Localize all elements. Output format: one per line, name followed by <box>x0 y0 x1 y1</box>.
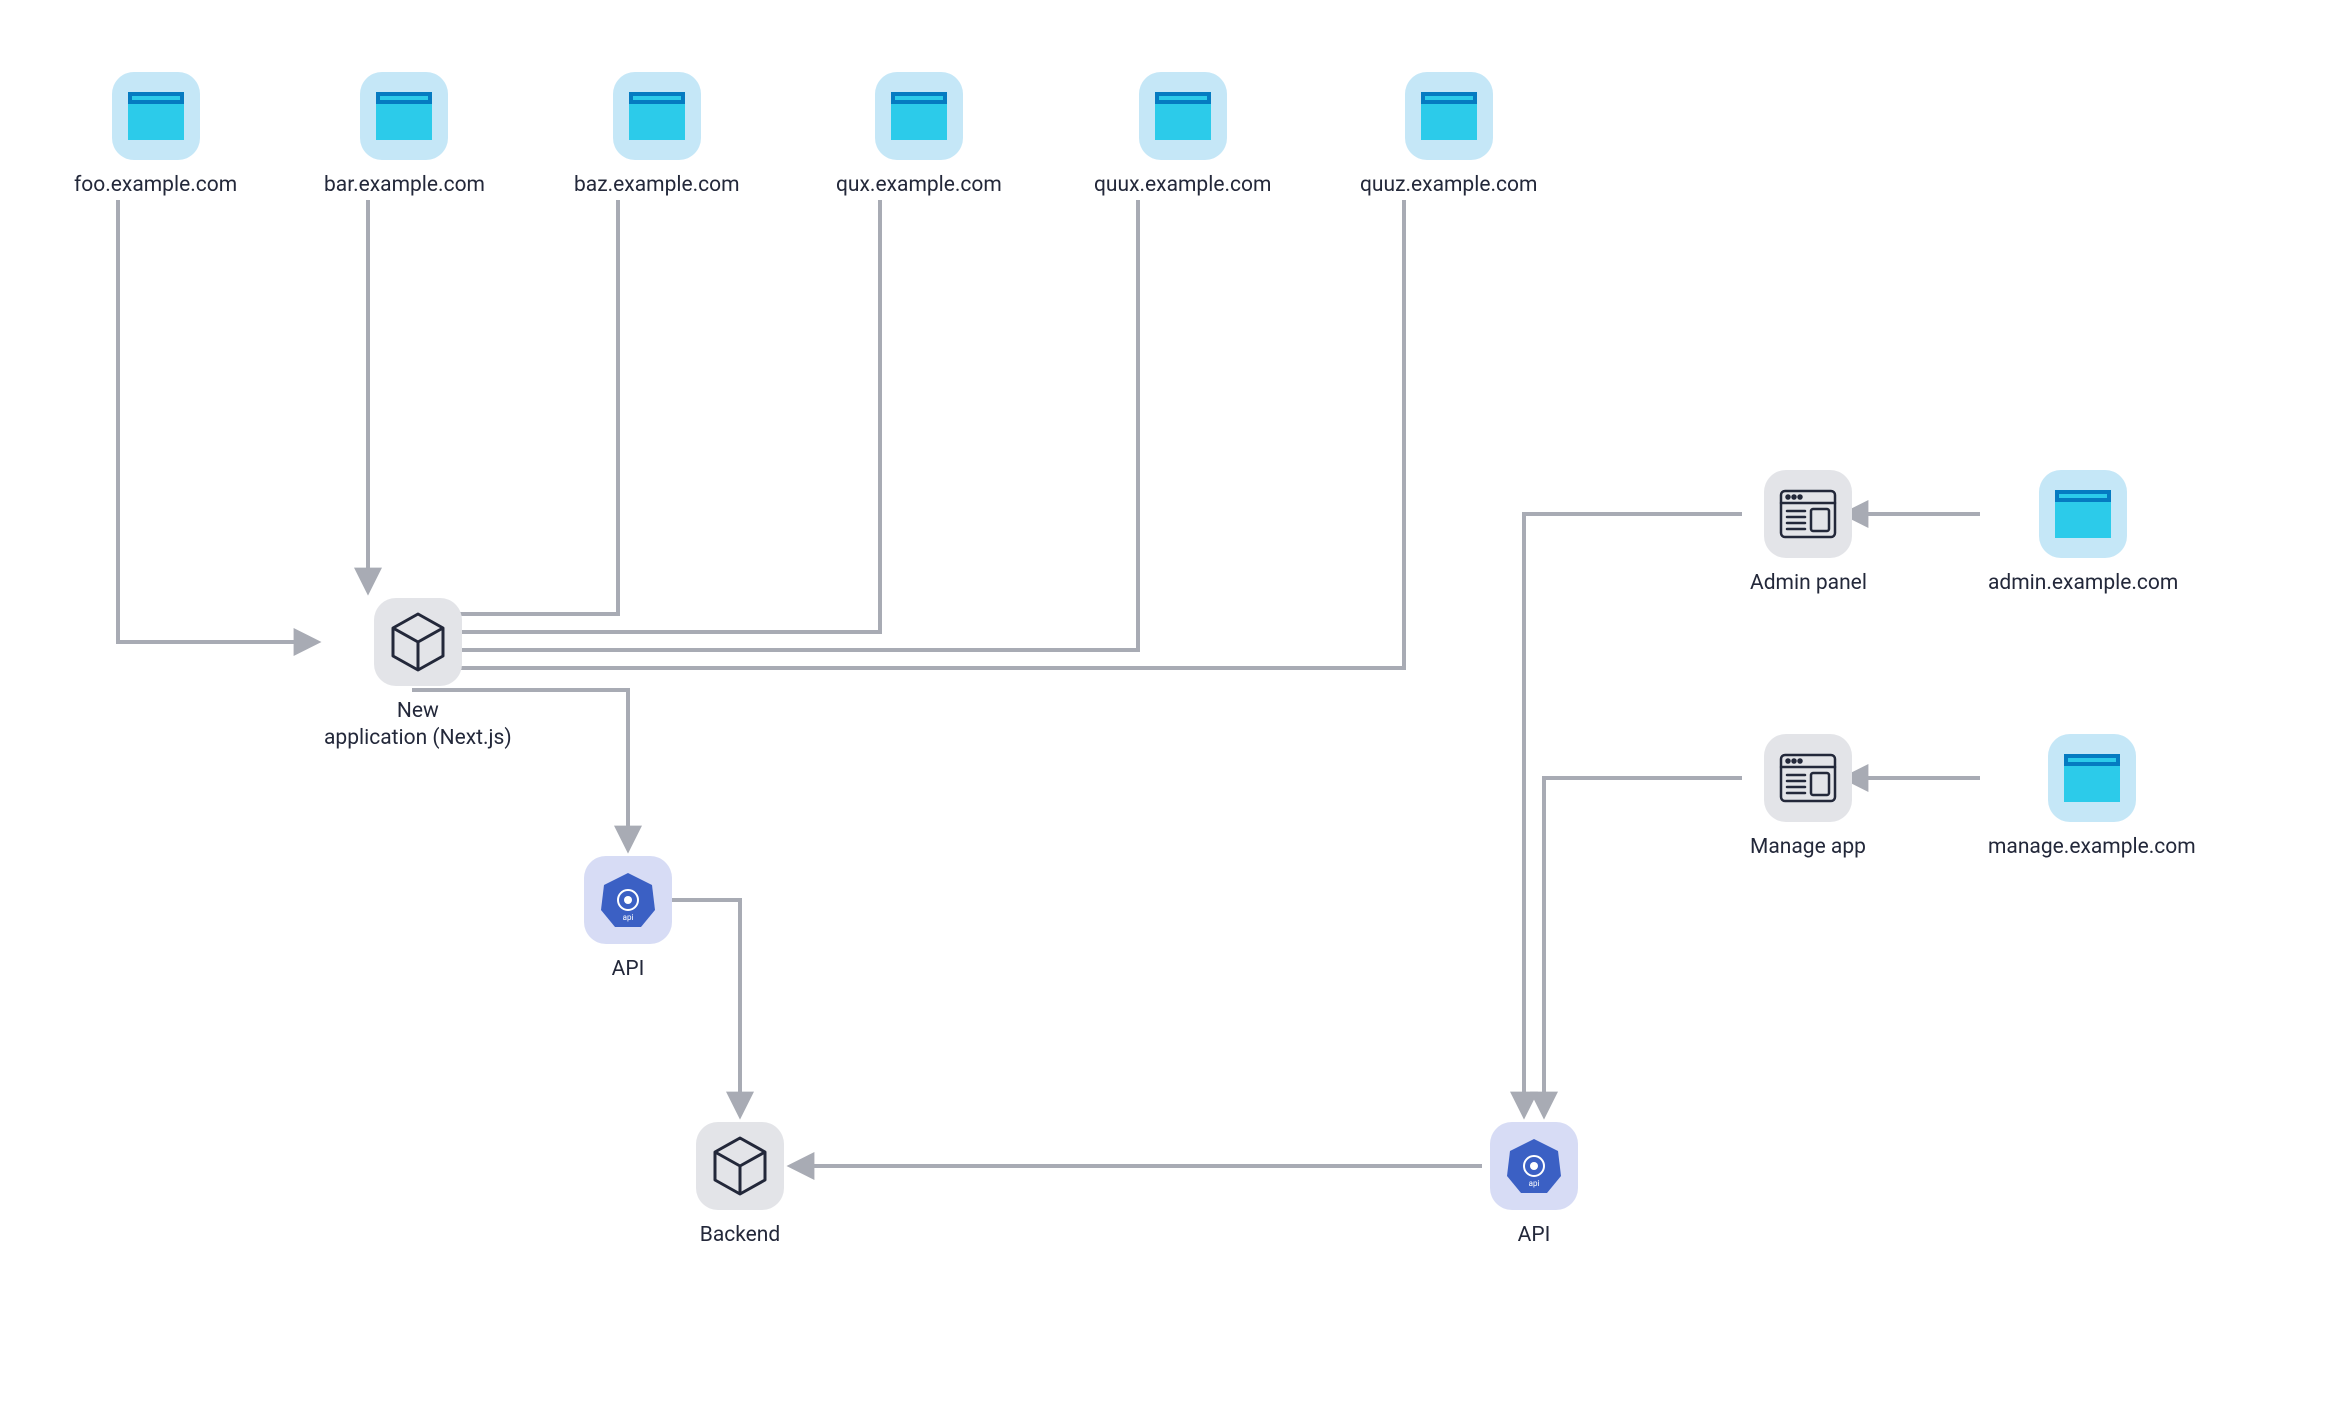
browser-icon <box>112 72 200 160</box>
panel-icon <box>1764 734 1852 822</box>
browser-icon <box>613 72 701 160</box>
node-admin-domain: admin.example.com <box>1988 470 2178 597</box>
cube-icon <box>696 1122 784 1210</box>
browser-icon <box>360 72 448 160</box>
api-icon: api <box>1490 1122 1578 1210</box>
svg-text:api: api <box>623 913 634 922</box>
cube-icon <box>374 598 462 686</box>
node-label: foo.example.com <box>74 172 237 199</box>
browser-icon <box>1405 72 1493 160</box>
browser-icon <box>875 72 963 160</box>
node-label: baz.example.com <box>574 172 740 199</box>
edge-api1-backend <box>672 900 740 1114</box>
node-label: API <box>612 956 645 983</box>
edge-foo-app <box>118 200 316 642</box>
edge-baz-app <box>420 200 618 614</box>
node-backend: Backend <box>696 1122 784 1249</box>
node-label: admin.example.com <box>1988 570 2178 597</box>
api-icon: api <box>584 856 672 944</box>
node-label: Manage app <box>1750 834 1866 861</box>
browser-icon <box>2048 734 2136 822</box>
node-quuz: quuz.example.com <box>1360 72 1537 199</box>
edge-adminp-api2 <box>1524 514 1742 1114</box>
architecture-diagram: foo.example.com bar.example.com baz.exam… <box>0 0 2338 1415</box>
edge-qux-app <box>420 200 880 632</box>
node-label: quuz.example.com <box>1360 172 1537 199</box>
panel-icon <box>1764 470 1852 558</box>
node-quux: quux.example.com <box>1094 72 1271 199</box>
svg-text:api: api <box>1529 1179 1540 1188</box>
node-app: New application (Next.js) <box>324 598 512 753</box>
edge-quuz-app <box>420 200 1404 668</box>
node-label: Backend <box>700 1222 781 1249</box>
browser-icon <box>1139 72 1227 160</box>
node-label: quux.example.com <box>1094 172 1271 199</box>
browser-icon <box>2039 470 2127 558</box>
node-manage-domain: manage.example.com <box>1988 734 2196 861</box>
edge-quux-app <box>420 200 1138 650</box>
node-label: qux.example.com <box>836 172 1002 199</box>
node-label: manage.example.com <box>1988 834 2196 861</box>
node-manage-app: Manage app <box>1750 734 1866 861</box>
edge-managep-api2 <box>1544 778 1742 1114</box>
node-api1: api API <box>584 856 672 983</box>
node-baz: baz.example.com <box>574 72 740 199</box>
node-label: bar.example.com <box>324 172 485 199</box>
node-label: Admin panel <box>1750 570 1867 597</box>
node-qux: qux.example.com <box>836 72 1002 199</box>
node-label: API <box>1518 1222 1551 1249</box>
node-label: New application (Next.js) <box>324 698 512 753</box>
node-foo: foo.example.com <box>74 72 237 199</box>
node-api2: api API <box>1490 1122 1578 1249</box>
node-admin-panel: Admin panel <box>1750 470 1867 597</box>
node-bar: bar.example.com <box>324 72 485 199</box>
